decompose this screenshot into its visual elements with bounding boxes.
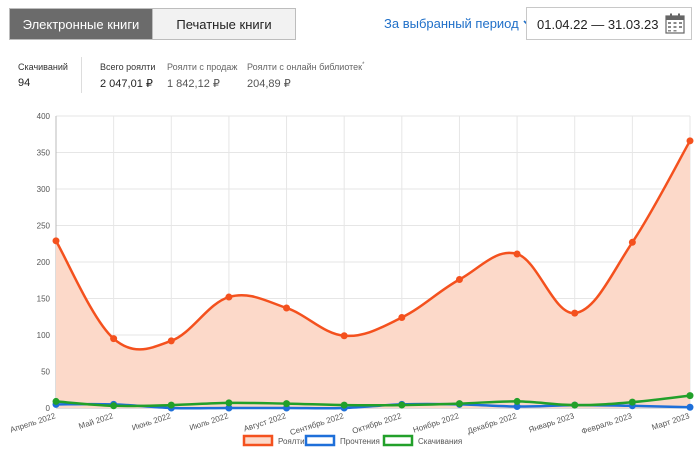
data-point[interactable] xyxy=(686,137,694,145)
x-tick-label: Февраль 2023 xyxy=(580,411,633,436)
y-tick-label: 0 xyxy=(46,404,51,413)
legend-item[interactable]: Скачивания xyxy=(382,434,462,447)
book-type-tabs: Электронные книги Печатные книги xyxy=(9,8,296,40)
y-tick-label: 400 xyxy=(37,112,51,121)
y-tick-label: 50 xyxy=(41,368,50,377)
legend-item[interactable]: Роялти xyxy=(242,434,305,447)
legend-swatch xyxy=(304,434,336,447)
data-point[interactable] xyxy=(398,313,406,321)
data-point[interactable] xyxy=(283,400,291,408)
date-range-field[interactable]: 01.04.22 — 31.03.23 xyxy=(526,7,692,40)
date-range-value: 01.04.22 — 31.03.23 xyxy=(537,17,659,32)
x-tick-label: Сентябрь 2022 xyxy=(289,411,345,437)
calendar-icon[interactable] xyxy=(665,13,685,34)
stat-sales-royalty-value: 1 842,12 ₽ xyxy=(167,78,220,90)
data-point[interactable] xyxy=(52,397,60,405)
chart-legend: Роялти Прочтения Скачивания xyxy=(242,434,462,447)
y-tick-label: 100 xyxy=(37,331,51,340)
data-point[interactable] xyxy=(167,401,175,409)
stat-downloads-value: 94 xyxy=(18,77,31,89)
legend-swatch xyxy=(382,434,414,447)
legend-label: Прочтения xyxy=(340,437,380,446)
y-tick-label: 250 xyxy=(37,222,51,231)
x-tick-label: Май 2022 xyxy=(78,411,115,431)
data-point[interactable] xyxy=(225,293,233,301)
royalty-chart: 0 50 100 150 200 250 300 350 400 Апрель 2022 Май 2… xyxy=(9,112,694,447)
x-tick-label: Июнь 2022 xyxy=(131,411,173,432)
period-label: За выбранный период xyxy=(384,16,519,31)
y-tick-label: 350 xyxy=(37,149,51,158)
stats-summary: Скачиваний 94 Всего роялти 2 047,01 ₽ Ро… xyxy=(0,62,700,96)
stat-total-royalty-value: 2 047,01 ₽ xyxy=(100,78,153,90)
data-point[interactable] xyxy=(225,404,233,412)
data-point[interactable] xyxy=(110,335,118,343)
legend-item[interactable]: Прочтения xyxy=(304,434,380,447)
x-tick-label: Апрель 2022 xyxy=(9,411,57,434)
stat-total-royalty-label: Всего роялти xyxy=(100,62,156,72)
data-point[interactable] xyxy=(225,399,233,407)
series-line xyxy=(55,394,691,408)
x-tick-label: Декабрь 2022 xyxy=(466,411,518,436)
stat-library-royalty: Роялти с онлайн библиотек* 204,89 ₽ xyxy=(247,62,364,90)
series-2 xyxy=(52,392,694,410)
series-0 xyxy=(52,137,694,408)
stat-total-royalty: Всего роялти 2 047,01 ₽ xyxy=(100,62,155,90)
stat-downloads: Скачиваний 94 xyxy=(18,62,68,89)
x-tick-label: Ноябрь 2022 xyxy=(412,411,461,434)
stat-downloads-label: Скачиваний xyxy=(18,62,68,72)
data-point[interactable] xyxy=(513,250,521,258)
y-tick-label: 200 xyxy=(37,258,51,267)
data-point[interactable] xyxy=(455,276,463,284)
x-tick-label: Август 2022 xyxy=(242,411,287,433)
series-line xyxy=(54,140,692,351)
legend-label: Скачивания xyxy=(418,437,462,446)
data-point[interactable] xyxy=(340,401,348,409)
data-point[interactable] xyxy=(110,402,118,410)
y-tick-label: 150 xyxy=(37,295,51,304)
data-point[interactable] xyxy=(571,309,579,317)
stat-sales-royalty-label: Роялти с продаж xyxy=(167,62,238,72)
data-point[interactable] xyxy=(283,304,291,312)
data-point[interactable] xyxy=(455,400,463,408)
data-point[interactable] xyxy=(571,401,579,409)
x-tick-label: Октябрь 2022 xyxy=(351,411,403,435)
series-area xyxy=(56,140,690,408)
x-tick-label: Июль 2022 xyxy=(188,411,230,432)
data-point[interactable] xyxy=(628,398,636,406)
data-point[interactable] xyxy=(52,237,60,245)
data-point[interactable] xyxy=(340,332,348,340)
stat-library-royalty-label: Роялти с онлайн библиотек* xyxy=(247,62,365,72)
legend-label: Роялти xyxy=(278,437,305,446)
data-point[interactable] xyxy=(513,397,521,405)
stat-sales-royalty: Роялти с продаж 1 842,12 ₽ xyxy=(167,62,237,90)
data-point[interactable] xyxy=(513,403,521,411)
data-point[interactable] xyxy=(686,403,694,411)
stats-divider xyxy=(81,57,82,93)
x-tick-label: Январь 2023 xyxy=(527,411,575,434)
legend-swatch xyxy=(242,434,274,447)
data-point[interactable] xyxy=(686,392,694,400)
y-tick-label: 300 xyxy=(37,185,51,194)
tab-ebooks[interactable]: Электронные книги xyxy=(10,9,152,39)
data-point[interactable] xyxy=(167,337,175,345)
tab-print-books[interactable]: Печатные книги xyxy=(152,9,295,39)
stat-library-royalty-value: 204,89 ₽ xyxy=(247,78,291,90)
period-selector[interactable]: За выбранный период xyxy=(384,16,533,31)
data-point[interactable] xyxy=(628,238,636,246)
data-point[interactable] xyxy=(398,401,406,409)
x-tick-label: Март 2023 xyxy=(651,411,692,432)
